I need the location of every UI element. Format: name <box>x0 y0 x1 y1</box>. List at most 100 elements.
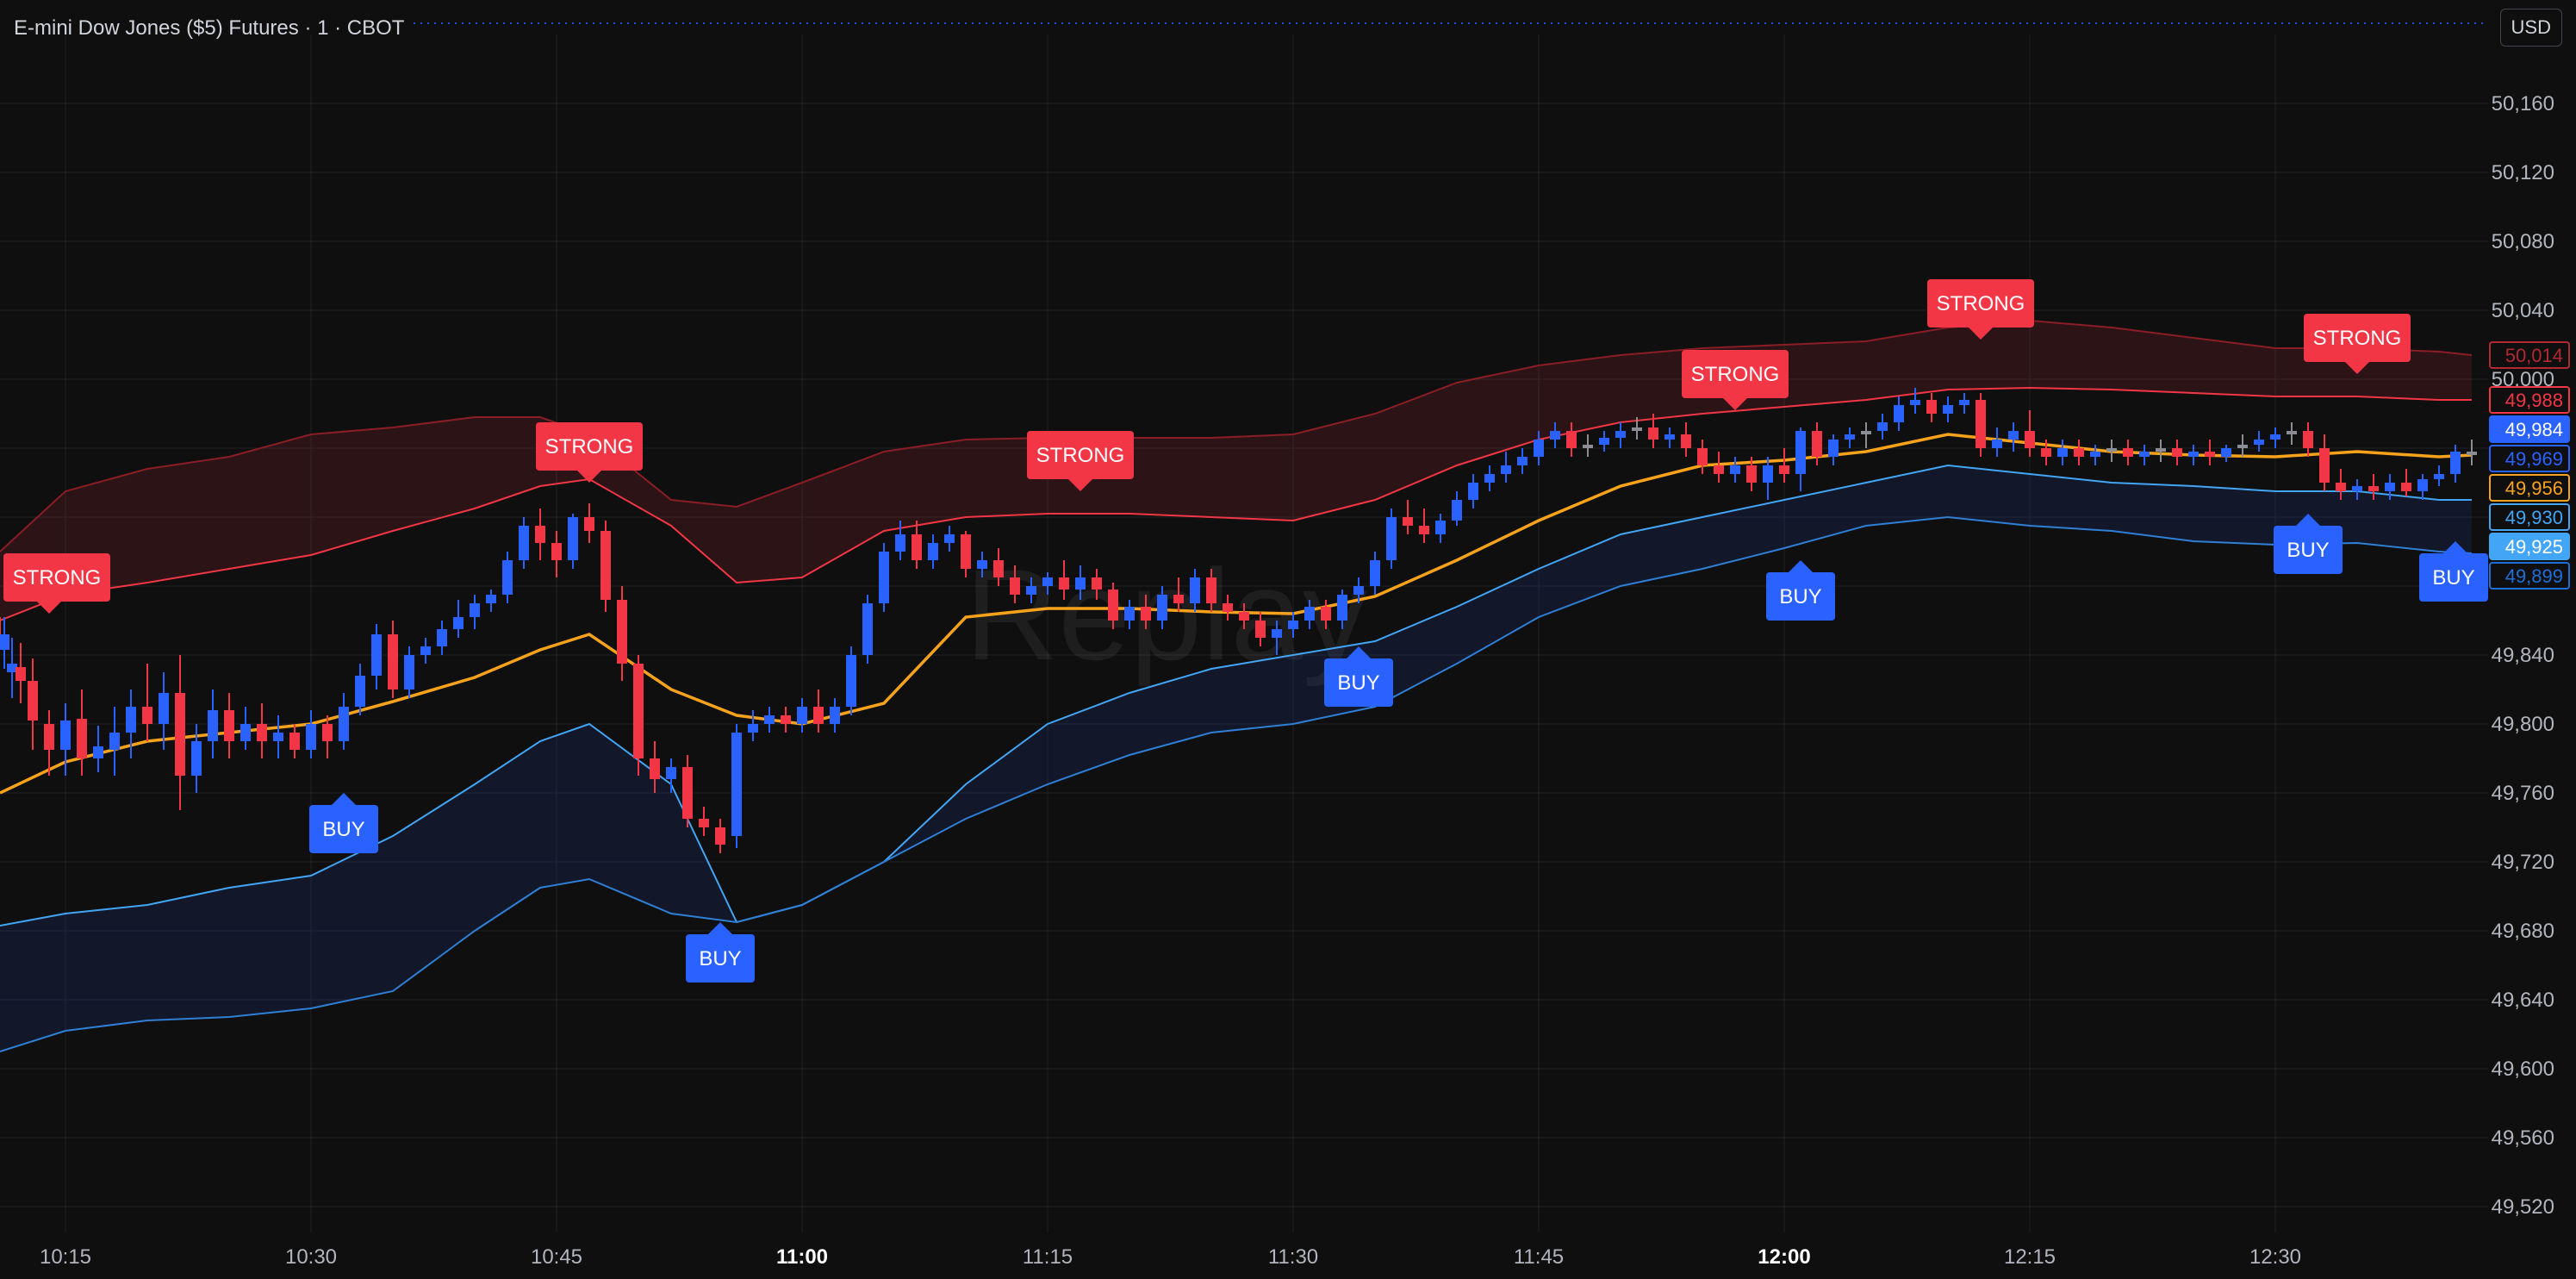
candle[interactable] <box>699 807 709 836</box>
candle[interactable] <box>109 707 120 776</box>
candle[interactable] <box>1403 500 1413 534</box>
candle[interactable] <box>1501 452 1511 483</box>
candle[interactable] <box>650 741 660 793</box>
candle[interactable] <box>1812 422 1822 465</box>
candle[interactable] <box>1877 414 1888 440</box>
candle[interactable] <box>2123 440 2133 465</box>
candle[interactable] <box>2287 422 2297 445</box>
candle[interactable] <box>2368 474 2379 500</box>
candle[interactable] <box>1255 612 1266 646</box>
candle[interactable] <box>1124 600 1135 629</box>
candle[interactable] <box>879 543 889 612</box>
candle[interactable] <box>44 710 54 776</box>
candle[interactable] <box>2319 434 2330 491</box>
candle[interactable] <box>1141 595 1151 629</box>
candle[interactable] <box>1681 422 1691 457</box>
candle[interactable] <box>339 693 349 750</box>
candle[interactable] <box>1763 457 1773 500</box>
candle[interactable] <box>159 672 169 750</box>
candles[interactable] <box>0 388 2477 853</box>
candle[interactable] <box>2352 479 2362 500</box>
candle[interactable] <box>1484 465 1495 491</box>
candle[interactable] <box>1517 448 1528 474</box>
candle[interactable] <box>1714 452 1724 483</box>
candle[interactable] <box>2417 474 2428 500</box>
candle[interactable] <box>551 531 562 577</box>
candle[interactable] <box>2025 410 2035 457</box>
candle[interactable] <box>0 607 1 662</box>
candle[interactable] <box>584 503 594 543</box>
candle[interactable] <box>273 715 283 758</box>
candle[interactable] <box>437 621 447 655</box>
candle[interactable] <box>813 689 824 733</box>
candle[interactable] <box>1959 393 1969 414</box>
candle[interactable] <box>1353 577 1364 603</box>
candle[interactable] <box>2205 440 2215 465</box>
candle[interactable] <box>2156 440 2166 462</box>
candle[interactable] <box>1845 427 1855 448</box>
candle[interactable] <box>77 689 87 776</box>
candle[interactable] <box>1664 427 1675 448</box>
candle[interactable] <box>371 624 382 689</box>
candle[interactable] <box>617 586 627 681</box>
candle[interactable] <box>568 514 578 569</box>
candle[interactable] <box>1386 508 1397 569</box>
candle[interactable] <box>322 715 333 758</box>
candle[interactable] <box>1075 565 1086 600</box>
candle[interactable] <box>928 534 938 569</box>
candle[interactable] <box>1976 393 1986 457</box>
candle[interactable] <box>502 552 513 603</box>
candle[interactable] <box>1795 427 1806 491</box>
candle[interactable] <box>191 724 202 793</box>
candle[interactable] <box>764 707 775 733</box>
candle[interactable] <box>1926 393 1937 422</box>
candle[interactable] <box>2270 427 2280 448</box>
candle[interactable] <box>2057 440 2068 465</box>
candle[interactable] <box>1534 431 1544 465</box>
candle[interactable] <box>404 646 414 698</box>
candle[interactable] <box>961 531 971 577</box>
candle[interactable] <box>1730 457 1740 483</box>
candle[interactable] <box>1239 603 1249 629</box>
candle[interactable] <box>1468 474 1478 508</box>
candle[interactable] <box>1746 457 1757 491</box>
candle[interactable] <box>1828 434 1839 465</box>
candle[interactable] <box>224 693 234 758</box>
candle[interactable] <box>1599 431 1609 452</box>
candle[interactable] <box>666 758 676 793</box>
candle[interactable] <box>2041 440 2051 465</box>
candle[interactable] <box>993 548 1004 586</box>
candle[interactable] <box>289 724 300 758</box>
candle[interactable] <box>1550 422 1560 448</box>
candle[interactable] <box>7 638 17 698</box>
candle[interactable] <box>1288 612 1298 638</box>
candle[interactable] <box>846 646 856 715</box>
candle[interactable] <box>2090 445 2100 465</box>
candle[interactable] <box>2188 445 2199 465</box>
candle[interactable] <box>1190 569 1200 612</box>
candle[interactable] <box>1321 600 1331 629</box>
candle[interactable] <box>748 710 758 741</box>
candle[interactable] <box>862 595 873 664</box>
currency-button[interactable]: USD <box>2499 9 2562 47</box>
candle[interactable] <box>240 707 251 750</box>
candle[interactable] <box>731 724 742 848</box>
candle[interactable] <box>1337 590 1347 629</box>
candle[interactable] <box>142 664 152 741</box>
candle[interactable] <box>208 689 218 758</box>
candle[interactable] <box>1272 621 1282 655</box>
candle[interactable] <box>420 638 431 664</box>
candle[interactable] <box>912 521 922 569</box>
candle[interactable] <box>535 508 545 560</box>
candle[interactable] <box>2254 431 2264 452</box>
candle[interactable] <box>977 552 987 577</box>
candle[interactable] <box>1419 508 1429 543</box>
candle[interactable] <box>1648 414 1658 448</box>
candle[interactable] <box>1910 388 1920 414</box>
candle[interactable] <box>16 643 26 703</box>
candle[interactable] <box>1615 422 1626 448</box>
candle[interactable] <box>2401 469 2411 496</box>
candle[interactable] <box>1304 600 1315 629</box>
candle[interactable] <box>2303 422 2313 457</box>
candle[interactable] <box>1992 427 2002 457</box>
